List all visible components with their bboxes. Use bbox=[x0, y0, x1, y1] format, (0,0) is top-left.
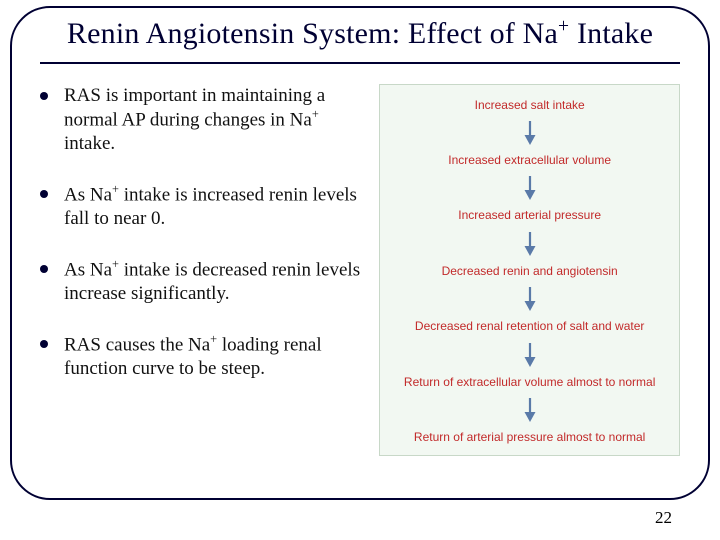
list-item: RAS is important in maintaining a normal… bbox=[40, 84, 361, 157]
bullet-text: As Na+ intake is increased renin levels … bbox=[64, 182, 361, 231]
down-arrow-icon bbox=[522, 342, 538, 368]
list-item: As Na+ intake is increased renin levels … bbox=[40, 182, 361, 231]
down-arrow-icon bbox=[522, 231, 538, 257]
flow-step: Increased arterial pressure bbox=[454, 209, 605, 222]
flow-step: Return of arterial pressure almost to no… bbox=[410, 431, 649, 444]
bullet-dot-icon bbox=[40, 265, 48, 273]
flow-diagram: Increased salt intake Increased extracell… bbox=[379, 84, 680, 456]
flow-step: Increased extracellular volume bbox=[444, 154, 615, 167]
bullet-list: RAS is important in maintaining a normal… bbox=[40, 84, 361, 381]
slide-title: Renin Angiotensin System: Effect of Na+ … bbox=[40, 16, 680, 64]
slide-content: Renin Angiotensin System: Effect of Na+ … bbox=[20, 10, 700, 490]
flow-step: Decreased renin and angiotensin bbox=[438, 265, 622, 278]
bullet-dot-icon bbox=[40, 340, 48, 348]
flow-step: Decreased renal retention of salt and wa… bbox=[411, 320, 648, 333]
bullet-dot-icon bbox=[40, 92, 48, 100]
list-item: RAS causes the Na+ loading renal functio… bbox=[40, 332, 361, 381]
flow-step: Return of extracellular volume almost to… bbox=[400, 376, 659, 389]
slide-body: RAS is important in maintaining a normal… bbox=[40, 84, 680, 456]
bullet-text: As Na+ intake is decreased renin levels … bbox=[64, 257, 361, 306]
down-arrow-icon bbox=[522, 397, 538, 423]
bullet-column: RAS is important in maintaining a normal… bbox=[40, 84, 361, 456]
down-arrow-icon bbox=[522, 175, 538, 201]
bullet-text: RAS causes the Na+ loading renal functio… bbox=[64, 332, 361, 381]
down-arrow-icon bbox=[522, 286, 538, 312]
bullet-text: RAS is important in maintaining a normal… bbox=[64, 84, 361, 157]
bullet-dot-icon bbox=[40, 190, 48, 198]
list-item: As Na+ intake is decreased renin levels … bbox=[40, 257, 361, 306]
down-arrow-icon bbox=[522, 120, 538, 146]
flow-step: Increased salt intake bbox=[471, 99, 589, 112]
page-number: 22 bbox=[655, 508, 672, 528]
